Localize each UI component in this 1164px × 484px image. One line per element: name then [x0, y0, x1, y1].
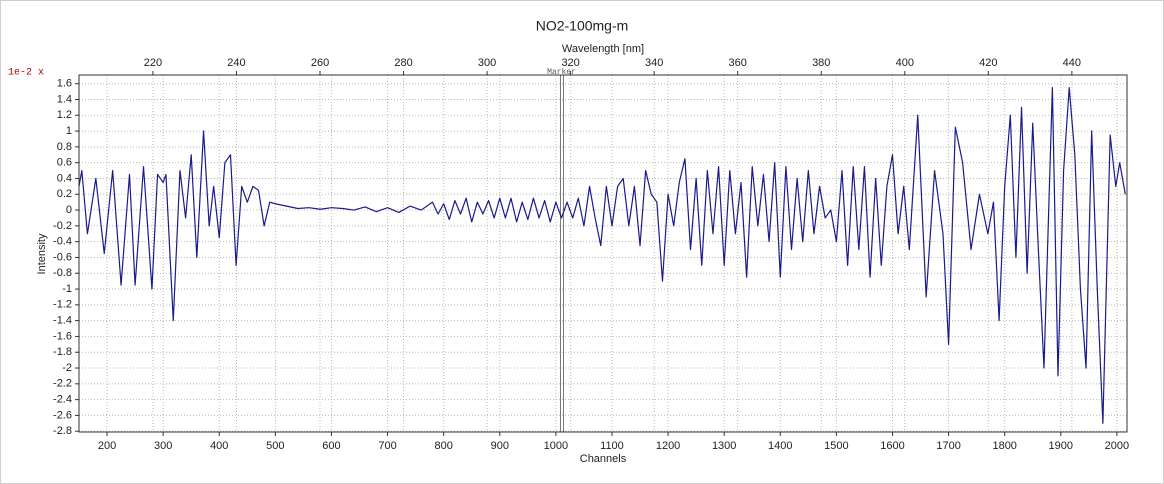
- chart-title: NO2-100mg-m: [536, 18, 629, 34]
- x2-tick-label: 320: [561, 57, 579, 69]
- x-tick-label: 900: [491, 440, 509, 452]
- x-tick-label: 1000: [544, 440, 568, 452]
- y-tick-label: 0: [66, 204, 72, 216]
- y-axis-label: Intensity: [36, 233, 48, 274]
- x2-tick-label: 220: [144, 57, 162, 69]
- x-tick-label: 1700: [936, 440, 960, 452]
- x2-tick-label: 300: [478, 57, 496, 69]
- x2-tick-label: 380: [812, 57, 830, 69]
- x2-axis-label: Wavelength [nm]: [562, 43, 644, 55]
- x-tick-label: 200: [98, 440, 116, 452]
- x2-tick-label: 440: [1063, 57, 1081, 69]
- x-tick-label: 600: [322, 440, 340, 452]
- plot-border: [78, 74, 1128, 433]
- y-tick-label: 0.4: [57, 172, 72, 184]
- x2-tick-label: 240: [227, 57, 245, 69]
- x-tick-label: 1500: [824, 440, 848, 452]
- x-tick-label: 1300: [712, 440, 736, 452]
- x2-tick-label: 400: [896, 57, 914, 69]
- y-tick-label: -0.8: [53, 267, 72, 279]
- x-tick-label: 1200: [656, 440, 680, 452]
- y-scale-label: 1e-2 x: [8, 68, 44, 79]
- y-tick-label: -1: [62, 283, 72, 295]
- x-tick-label: 300: [154, 440, 172, 452]
- y-tick-label: -2.8: [53, 425, 72, 437]
- y-tick-label: 0.2: [57, 188, 72, 200]
- y-tick-label: 1.2: [57, 109, 72, 121]
- x-tick-label: 1400: [768, 440, 792, 452]
- x-tick-label: 800: [434, 440, 452, 452]
- y-tick-label: -1.4: [53, 315, 72, 327]
- y-tick-label: -1.6: [53, 330, 72, 342]
- x-tick-label: 1900: [1049, 440, 1073, 452]
- x2-tick-label: 340: [645, 57, 663, 69]
- y-tick-label: -2.4: [53, 394, 72, 406]
- x-tick-label: 1100: [600, 440, 624, 452]
- x2-tick-label: 360: [729, 57, 747, 69]
- x2-tick-label: 260: [311, 57, 329, 69]
- marker-label: Marker: [547, 68, 576, 77]
- y-tick-label: 1.6: [57, 78, 72, 90]
- x-tick-label: 500: [266, 440, 284, 452]
- x-tick-label: 400: [210, 440, 228, 452]
- x-tick-label: 2000: [1105, 440, 1129, 452]
- x2-tick-label: 420: [979, 57, 997, 69]
- y-tick-label: -0.6: [53, 251, 72, 263]
- y-tick-label: -0.2: [53, 220, 72, 232]
- x-tick-label: 1600: [880, 440, 904, 452]
- y-tick-label: -2: [62, 362, 72, 374]
- x2-tick-label: 280: [394, 57, 412, 69]
- y-tick-label: -2.2: [53, 378, 72, 390]
- y-tick-label: -0.4: [53, 236, 72, 248]
- y-tick-label: 0.8: [57, 141, 72, 153]
- x-tick-label: 1800: [992, 440, 1016, 452]
- y-tick-label: -2.6: [53, 409, 72, 421]
- x-axis-label: Channels: [580, 453, 627, 465]
- data-line: [78, 87, 1126, 424]
- y-tick-label: -1.2: [53, 299, 72, 311]
- y-tick-label: 1.4: [57, 93, 72, 105]
- y-tick-label: -1.8: [53, 346, 72, 358]
- y-tick-label: 1: [66, 125, 72, 137]
- plot-area: [79, 75, 1127, 432]
- x-tick-label: 700: [378, 440, 396, 452]
- y-tick-label: 0.6: [57, 157, 72, 169]
